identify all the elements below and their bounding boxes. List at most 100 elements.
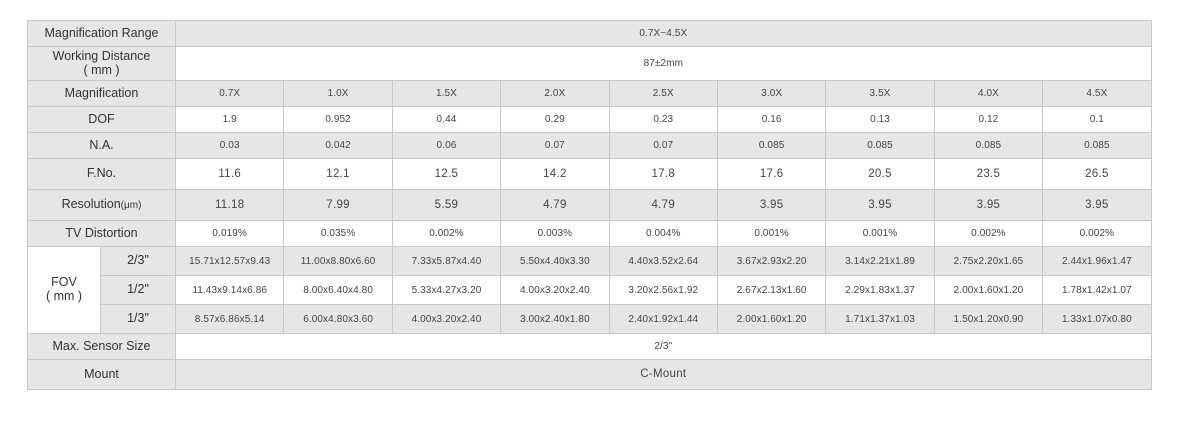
lens-spec-table: Magnification Range 0.7X~4.5X Working Di… xyxy=(27,20,1152,390)
cell-fov: 4.00x3.20x2.40 xyxy=(391,304,502,334)
row-working-distance: Working Distance ( mm ) 87±2mm xyxy=(27,46,1152,81)
row-fov-2-3: FOV ( mm ) 2/3" 15.71x12.57x9.43 11.00x8… xyxy=(27,246,1152,334)
row-fov-1-2: 1/2" 11.43x9.14x6.86 8.00x6.40x4.80 5.33… xyxy=(28,275,1152,305)
row-dof: DOF 1.9 0.952 0.44 0.29 0.23 0.16 0.13 0… xyxy=(27,106,1152,133)
cell-na: 0.085 xyxy=(825,132,935,159)
cell-fov: 15.71x12.57x9.43 xyxy=(174,246,285,276)
label-na: N.A. xyxy=(27,132,176,159)
cell-fno: 17.8 xyxy=(608,158,718,190)
cell-fov: 2.29x1.83x1.37 xyxy=(825,275,935,305)
cell-na: 0.03 xyxy=(174,132,285,159)
row-mount: Mount C-Mount xyxy=(27,359,1152,390)
cell-na: 0.07 xyxy=(500,132,610,159)
cell-fov: 3.20x2.56x1.92 xyxy=(608,275,718,305)
label-magnification: Magnification xyxy=(27,80,176,107)
row-tv-distortion: TV Distortion 0.019% 0.035% 0.002% 0.003… xyxy=(27,220,1152,247)
cell-dof: 0.952 xyxy=(283,106,393,133)
cell-magnification: 4.5X xyxy=(1042,80,1152,107)
cell-tv-distortion: 0.001% xyxy=(716,220,827,247)
label-magnification-range: Magnification Range xyxy=(27,20,176,47)
cell-na: 0.06 xyxy=(391,132,502,159)
cell-fov: 11.00x8.80x6.60 xyxy=(283,246,393,276)
cell-tv-distortion: 0.001% xyxy=(825,220,935,247)
cell-magnification: 2.0X xyxy=(500,80,610,107)
label-mount: Mount xyxy=(27,359,176,390)
row-magnification-range: Magnification Range 0.7X~4.5X xyxy=(27,20,1152,47)
cell-fno: 17.6 xyxy=(716,158,827,190)
row-fov-1-3: 1/3" 8.57x6.86x5.14 6.00x4.80x3.60 4.00x… xyxy=(28,304,1152,334)
value-working-distance: 87±2mm xyxy=(175,46,1152,81)
label-working-distance-line1: Working Distance xyxy=(52,48,151,63)
cell-magnification: 4.0X xyxy=(933,80,1044,107)
cell-fov: 3.00x2.40x1.80 xyxy=(500,304,610,334)
cell-fno: 12.1 xyxy=(283,158,393,190)
cell-resolution: 3.95 xyxy=(933,189,1044,221)
cell-fno: 12.5 xyxy=(391,158,502,190)
cell-fno: 20.5 xyxy=(825,158,935,190)
label-working-distance: Working Distance ( mm ) xyxy=(27,46,176,81)
cell-fov: 2.40x1.92x1.44 xyxy=(608,304,718,334)
cell-resolution: 4.79 xyxy=(608,189,718,221)
label-fno: F.No. xyxy=(27,158,176,190)
cell-magnification: 1.0X xyxy=(283,80,393,107)
cell-magnification: 3.0X xyxy=(716,80,827,107)
cell-resolution: 4.79 xyxy=(500,189,610,221)
cell-fov: 7.33x5.87x4.40 xyxy=(391,246,502,276)
cell-dof: 0.12 xyxy=(933,106,1044,133)
value-mount: C-Mount xyxy=(175,359,1152,390)
cell-dof: 0.29 xyxy=(500,106,610,133)
cell-fov: 1.78x1.42x1.07 xyxy=(1042,275,1152,305)
cell-na: 0.085 xyxy=(933,132,1044,159)
row-fno: F.No. 11.6 12.1 12.5 14.2 17.8 17.6 20.5… xyxy=(27,158,1152,190)
row-magnification: Magnification 0.7X 1.0X 1.5X 2.0X 2.5X 3… xyxy=(27,80,1152,107)
cell-fno: 14.2 xyxy=(500,158,610,190)
cell-tv-distortion: 0.002% xyxy=(933,220,1044,247)
cell-na: 0.042 xyxy=(283,132,393,159)
cell-tv-distortion: 0.002% xyxy=(391,220,502,247)
label-max-sensor-size: Max. Sensor Size xyxy=(27,333,176,360)
value-magnification-range: 0.7X~4.5X xyxy=(175,20,1152,47)
cell-tv-distortion: 0.019% xyxy=(174,220,285,247)
cell-fov: 11.43x9.14x6.86 xyxy=(174,275,285,305)
row-max-sensor-size: Max. Sensor Size 2/3" xyxy=(27,333,1152,360)
cell-tv-distortion: 0.035% xyxy=(283,220,393,247)
cell-resolution: 3.95 xyxy=(1042,189,1152,221)
cell-dof: 1.9 xyxy=(174,106,285,133)
label-resolution-unit: (μm) xyxy=(120,200,142,212)
cell-fov: 1.50x1.20x0.90 xyxy=(933,304,1044,334)
cell-fov: 5.33x4.27x3.20 xyxy=(391,275,502,305)
cell-fov: 6.00x4.80x3.60 xyxy=(283,304,393,334)
label-fov-sensor: 1/2" xyxy=(100,275,176,305)
cell-tv-distortion: 0.003% xyxy=(500,220,610,247)
label-fov-sensor: 1/3" xyxy=(100,304,176,334)
cell-fov: 4.40x3.52x2.64 xyxy=(608,246,718,276)
cell-magnification: 1.5X xyxy=(391,80,502,107)
cell-fov: 2.67x2.13x1.60 xyxy=(716,275,827,305)
cell-na: 0.07 xyxy=(608,132,718,159)
cell-fov: 3.67x2.93x2.20 xyxy=(716,246,827,276)
row-na: N.A. 0.03 0.042 0.06 0.07 0.07 0.085 0.0… xyxy=(27,132,1152,159)
cell-fov: 2.00x1.60x1.20 xyxy=(716,304,827,334)
cell-na: 0.085 xyxy=(1042,132,1152,159)
cell-resolution: 3.95 xyxy=(716,189,827,221)
cell-resolution: 5.59 xyxy=(391,189,502,221)
cell-dof: 0.13 xyxy=(825,106,935,133)
cell-tv-distortion: 0.004% xyxy=(608,220,718,247)
cell-na: 0.085 xyxy=(716,132,827,159)
label-resolution-text: Resolution xyxy=(61,197,121,212)
cell-fov: 3.14x2.21x1.89 xyxy=(825,246,935,276)
cell-tv-distortion: 0.002% xyxy=(1042,220,1152,247)
cell-fov: 5.50x4.40x3.30 xyxy=(500,246,610,276)
cell-fov: 2.75x2.20x1.65 xyxy=(933,246,1044,276)
cell-fov: 2.44x1.96x1.47 xyxy=(1042,246,1152,276)
cell-dof: 0.44 xyxy=(391,106,502,133)
cell-fov: 1.71x1.37x1.03 xyxy=(825,304,935,334)
cell-resolution: 7.99 xyxy=(283,189,393,221)
cell-magnification: 3.5X xyxy=(825,80,935,107)
label-fov: FOV ( mm ) xyxy=(27,246,101,334)
cell-fno: 11.6 xyxy=(174,158,285,190)
cell-resolution: 11.18 xyxy=(174,189,285,221)
cell-dof: 0.16 xyxy=(716,106,827,133)
label-dof: DOF xyxy=(27,106,176,133)
label-fov-sensor: 2/3" xyxy=(100,246,176,276)
